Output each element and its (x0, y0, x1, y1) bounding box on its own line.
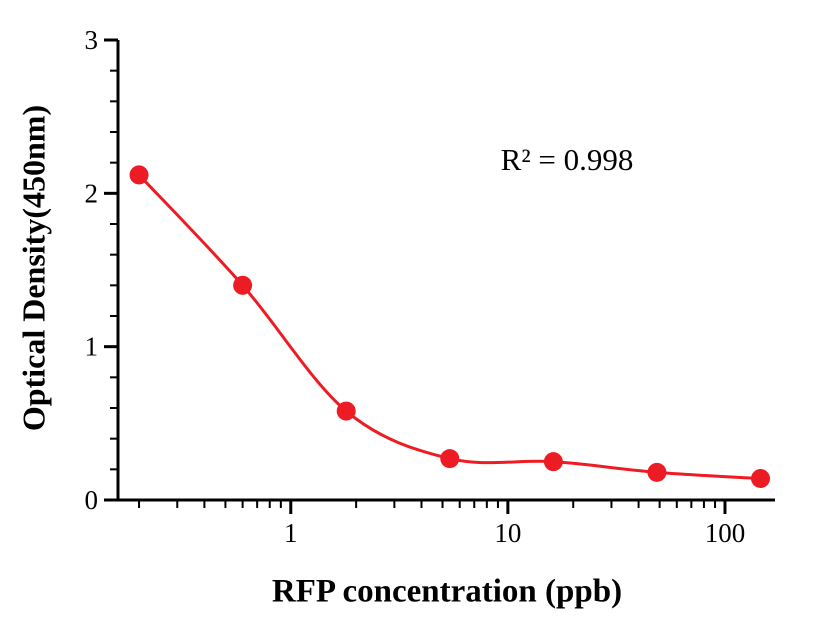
data-point (129, 165, 149, 185)
x-axis-title: RFP concentration (ppb) (271, 573, 623, 610)
axis-spines (116, 40, 775, 502)
data-point (647, 462, 667, 482)
y-tick-label: 2 (85, 178, 99, 208)
x-tick-label: 100 (705, 518, 746, 548)
x-tick-label: 10 (494, 518, 521, 548)
data-point (440, 449, 460, 469)
data-point (751, 469, 771, 489)
y-tick-label: 1 (85, 332, 99, 362)
tick-labels: 0 1 2 3 1 10 100 (85, 25, 746, 548)
y-tick-label: 0 (85, 485, 99, 515)
r-squared-annotation: R² = 0.998 (500, 142, 634, 177)
data-point (336, 401, 356, 421)
x-tick-label: 1 (284, 518, 298, 548)
data-point (543, 452, 563, 472)
fit-curve (137, 173, 763, 481)
tick-marks (104, 38, 727, 514)
y-axis-title: Optical Density(450nm) (15, 104, 52, 432)
y-tick-label: 3 (85, 25, 99, 55)
data-point (233, 275, 253, 295)
